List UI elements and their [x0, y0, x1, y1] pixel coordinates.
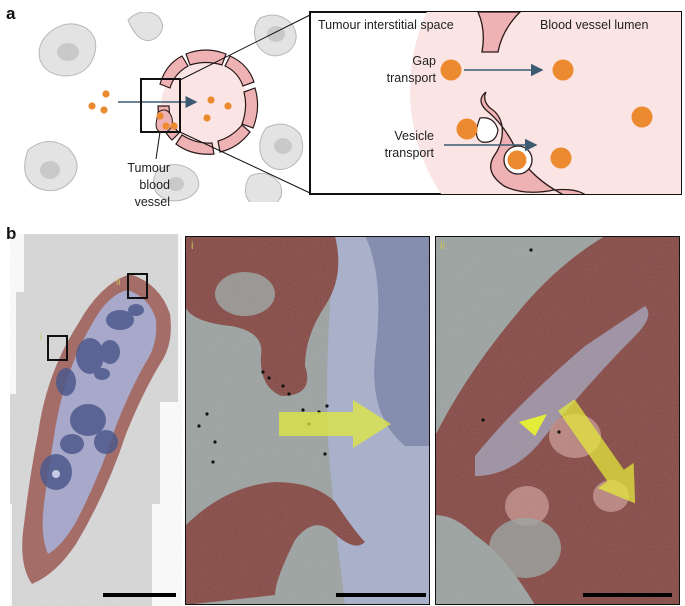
- panel-b-letter: b: [6, 224, 17, 243]
- inset-box-i: [47, 335, 68, 361]
- overview-scalebar: [103, 593, 176, 597]
- zoom-right-region-label: Blood vessel lumen: [540, 18, 648, 32]
- em-panel-i: i: [185, 236, 430, 605]
- zoom-box: [140, 78, 181, 133]
- inset-box-ii: [127, 273, 148, 299]
- em-arrow-ii: [558, 399, 636, 504]
- vesicle-transport-label: Vesicle transport: [384, 129, 434, 160]
- em-arrowhead-ii: [519, 414, 547, 436]
- panel-ii-scalebar: [583, 593, 672, 597]
- particles-schematic: [88, 90, 232, 130]
- panel-a-letter: a: [6, 4, 16, 23]
- em-panel-ii: ii: [435, 236, 680, 605]
- gap-transport-label: Gap transport: [386, 54, 436, 85]
- panel-a-figure: Tumour interstitial space Blood vessel l…: [24, 11, 682, 202]
- panel-i-scalebar: [336, 593, 426, 597]
- inset-box-i-label: i: [40, 332, 42, 343]
- em-overview: ii i: [10, 234, 182, 606]
- em-arrow-i: [279, 400, 391, 448]
- zoom-left-region-label: Tumour interstitial space: [318, 18, 454, 32]
- zoom-panel: [309, 11, 682, 195]
- panel-i-label: i: [191, 240, 193, 252]
- panel-ii-label: ii: [440, 240, 445, 252]
- tumour-blood-vessel-label: Tumour blood vessel: [127, 161, 170, 209]
- inset-box-ii-label: ii: [116, 277, 120, 288]
- vessel-ring: [155, 49, 259, 155]
- tumour-cells: [24, 12, 304, 202]
